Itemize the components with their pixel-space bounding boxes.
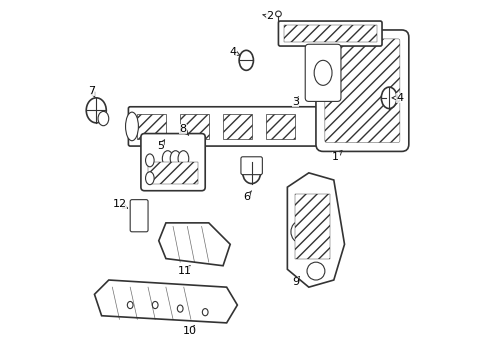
Ellipse shape [381,87,396,109]
Ellipse shape [162,151,173,166]
Bar [148,162,198,184]
Text: 4: 4 [229,47,240,57]
Ellipse shape [125,112,138,141]
FancyBboxPatch shape [324,39,399,143]
Ellipse shape [242,162,260,184]
Ellipse shape [170,151,181,166]
Ellipse shape [313,60,331,85]
FancyBboxPatch shape [305,44,340,102]
Ellipse shape [152,301,158,309]
Text: 1: 1 [331,150,341,162]
Bar [223,114,251,139]
Text: 11: 11 [177,266,191,276]
Text: 10: 10 [183,325,197,336]
Bar [283,24,376,42]
Text: 5: 5 [157,140,164,151]
Bar [294,194,329,258]
Text: 9: 9 [291,276,299,287]
Polygon shape [94,280,237,323]
Ellipse shape [132,206,146,226]
Bar [265,114,294,139]
Text: 12: 12 [113,199,127,209]
Text: 7: 7 [88,86,95,97]
Ellipse shape [290,221,308,243]
Ellipse shape [275,11,281,17]
Ellipse shape [202,309,207,316]
Text: 6: 6 [242,191,251,202]
Polygon shape [287,173,344,287]
Text: 3: 3 [292,97,299,107]
Ellipse shape [239,50,253,70]
Bar [137,114,165,139]
Ellipse shape [178,151,188,166]
Text: 4: 4 [391,93,403,103]
FancyBboxPatch shape [315,30,408,152]
Bar [180,114,208,139]
Polygon shape [159,223,230,266]
Text: 2: 2 [263,12,272,21]
FancyBboxPatch shape [241,157,262,175]
Ellipse shape [86,98,106,123]
FancyBboxPatch shape [141,134,205,191]
FancyBboxPatch shape [128,107,317,146]
Ellipse shape [98,111,108,126]
FancyBboxPatch shape [130,200,148,232]
Text: 8: 8 [179,124,188,135]
Ellipse shape [127,301,133,309]
Ellipse shape [145,172,154,185]
FancyBboxPatch shape [278,21,381,46]
Ellipse shape [306,262,324,280]
Ellipse shape [145,154,154,167]
Ellipse shape [177,305,183,312]
